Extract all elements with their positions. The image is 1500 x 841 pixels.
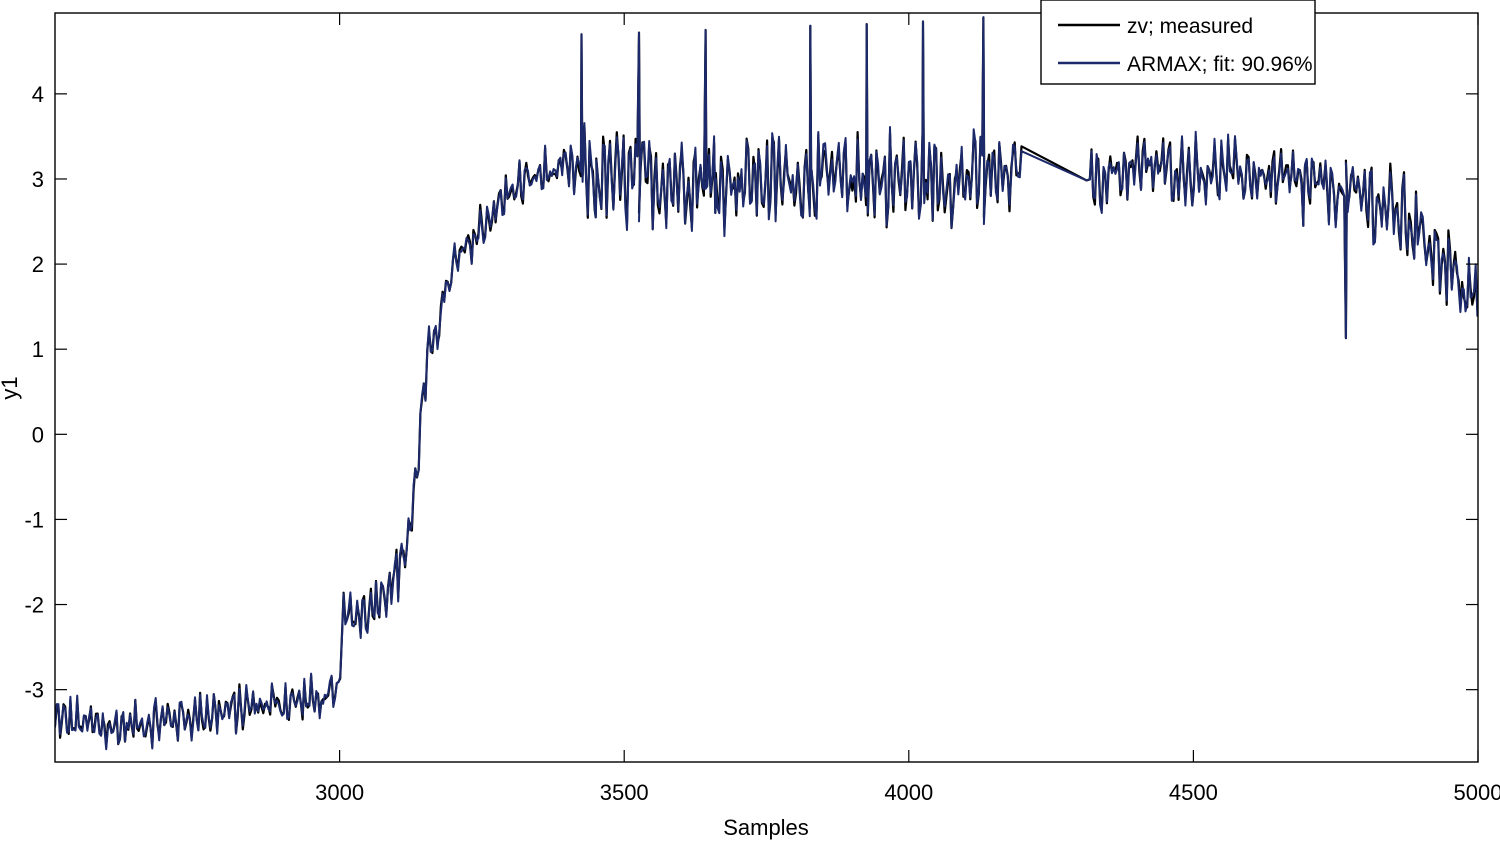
y-tick-label: 2: [32, 252, 44, 277]
series-line-armax: [55, 16, 1478, 751]
y-tick-label: 4: [32, 82, 44, 107]
y-tick-label: -3: [24, 678, 44, 703]
legend-box: [1040, 0, 1316, 85]
legend-label-armax: ARMAX; fit: 90.96%: [1127, 53, 1313, 76]
x-tick-label: 5000: [1454, 780, 1500, 805]
y-tick-label: -2: [24, 593, 44, 618]
legend: zv; measured ARMAX; fit: 90.96%: [1040, 0, 1316, 85]
y-tick-label: 1: [32, 337, 44, 362]
y-tick-label: 0: [32, 422, 44, 447]
tick-layer: 3000 3500 4000 4500 5000 -3 -2 -1 0 1 2 3 4: [24, 13, 1500, 805]
series-layer: [55, 16, 1478, 751]
plot-area: [55, 13, 1478, 762]
x-axis-label: Samples: [723, 815, 809, 840]
x-tick-label: 4000: [884, 780, 933, 805]
x-tick-label: 3500: [600, 780, 649, 805]
y-tick-label: 3: [32, 167, 44, 192]
y-tick-label: -1: [24, 507, 44, 532]
x-tick-label: 3000: [315, 780, 364, 805]
y-axis-label: y1: [0, 376, 22, 399]
legend-label-measured: zv; measured: [1127, 15, 1253, 38]
x-tick-label: 4500: [1169, 780, 1218, 805]
plot-frame: [54, 12, 1479, 763]
